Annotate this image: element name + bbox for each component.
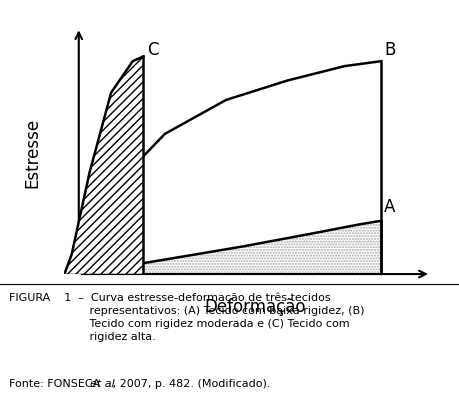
Text: Fonte: FONSECA: Fonte: FONSECA	[9, 379, 104, 389]
Text: et al: et al	[90, 379, 114, 389]
Text: ., 2007, p. 482. (Modificado).: ., 2007, p. 482. (Modificado).	[109, 379, 270, 389]
Text: FIGURA    1  –  Curva estresse-deformação de três tecidos
                      : FIGURA 1 – Curva estresse-deformação de …	[9, 292, 364, 342]
Text: Estresse: Estresse	[23, 118, 41, 188]
Text: Deformação: Deformação	[204, 298, 305, 316]
Text: A: A	[383, 198, 395, 216]
Text: B: B	[383, 41, 395, 59]
Polygon shape	[64, 221, 380, 274]
Text: C: C	[147, 41, 158, 59]
Polygon shape	[64, 56, 143, 274]
